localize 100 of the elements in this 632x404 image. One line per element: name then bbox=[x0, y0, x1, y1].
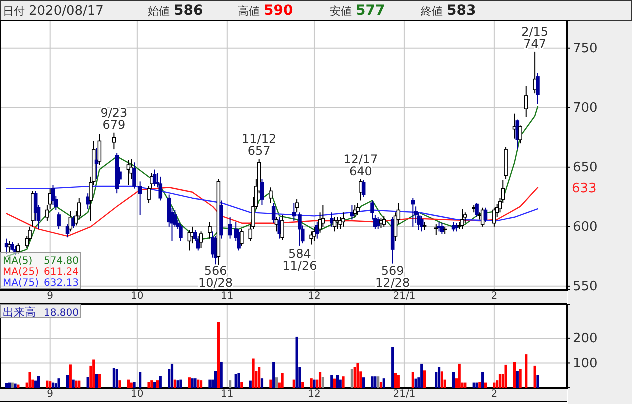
candlestick bbox=[260, 178, 264, 206]
annotation: 569 12/28 bbox=[376, 264, 410, 290]
y-tick-label: 600 bbox=[573, 220, 598, 236]
bar bbox=[275, 378, 278, 388]
candlestick bbox=[112, 132, 116, 150]
bar bbox=[133, 382, 136, 388]
bar bbox=[498, 374, 502, 388]
bar bbox=[188, 378, 191, 388]
bar bbox=[525, 354, 528, 388]
annotation: 632.13 bbox=[44, 278, 79, 289]
bar bbox=[452, 372, 456, 388]
x-tick-label: 21/1 bbox=[393, 291, 416, 302]
y-tick-label: 550 bbox=[573, 280, 598, 295]
chart-title: 出来高 bbox=[3, 306, 36, 319]
candlestick bbox=[138, 181, 142, 216]
bar bbox=[252, 358, 255, 388]
bar bbox=[318, 372, 322, 388]
annotation: 12/17 640 bbox=[344, 152, 378, 178]
bar bbox=[72, 380, 75, 388]
candlestick bbox=[330, 212, 334, 228]
bar bbox=[536, 375, 540, 388]
bar bbox=[98, 374, 101, 388]
bar bbox=[116, 369, 118, 388]
candlestick bbox=[460, 208, 464, 230]
x-tick-label: 11 bbox=[221, 291, 234, 302]
candlestick bbox=[298, 212, 302, 246]
bar bbox=[414, 378, 418, 388]
bar bbox=[17, 384, 20, 388]
chart-title: 日付 2020/08/17 bbox=[3, 4, 104, 19]
candlestick bbox=[158, 176, 163, 202]
bar bbox=[476, 382, 478, 388]
bar bbox=[458, 364, 461, 388]
bar bbox=[371, 376, 374, 388]
bar bbox=[156, 380, 160, 388]
bar bbox=[28, 372, 32, 388]
bar bbox=[333, 378, 336, 388]
bar bbox=[112, 368, 116, 388]
candlestick bbox=[57, 212, 61, 230]
line-series bbox=[6, 187, 539, 238]
bar bbox=[423, 370, 426, 388]
bar bbox=[339, 380, 342, 388]
bar bbox=[342, 376, 345, 388]
bar bbox=[281, 373, 284, 388]
bar bbox=[154, 382, 156, 388]
bar bbox=[472, 382, 476, 388]
bar bbox=[148, 382, 150, 388]
bar bbox=[519, 369, 522, 388]
bar bbox=[240, 382, 244, 388]
bar bbox=[504, 364, 508, 388]
bar bbox=[139, 372, 142, 388]
text: MA(75) bbox=[3, 278, 40, 289]
bar bbox=[258, 367, 261, 388]
candlestick bbox=[434, 224, 438, 236]
bar bbox=[170, 364, 174, 388]
text: 633 bbox=[572, 182, 597, 197]
bar bbox=[380, 382, 383, 388]
annotation: 2/15 747 bbox=[522, 24, 549, 51]
bar bbox=[392, 347, 394, 388]
candlestick bbox=[280, 214, 284, 241]
bar bbox=[238, 373, 240, 388]
bar bbox=[49, 382, 52, 388]
bar bbox=[191, 378, 194, 388]
text: 安値 577 bbox=[330, 3, 386, 19]
candlestick bbox=[269, 187, 273, 204]
text: 始値 586 bbox=[148, 3, 204, 19]
x-tick-label: 11 bbox=[221, 389, 234, 400]
candlestick bbox=[272, 202, 276, 224]
bar bbox=[14, 384, 17, 388]
bar bbox=[92, 360, 96, 388]
candlestick bbox=[356, 202, 360, 216]
bar bbox=[377, 376, 380, 388]
text: MA(25) bbox=[3, 267, 40, 278]
x-tick-label: 9 bbox=[47, 389, 54, 400]
x-tick-label: 2 bbox=[491, 291, 498, 302]
bar bbox=[150, 380, 154, 388]
bar bbox=[513, 362, 516, 388]
bar bbox=[330, 375, 334, 388]
annotation: 611.24 bbox=[44, 267, 79, 278]
x-tick-label: 10 bbox=[131, 389, 144, 400]
bar bbox=[296, 336, 298, 388]
bar bbox=[397, 375, 400, 388]
bar bbox=[362, 378, 366, 388]
bar bbox=[516, 371, 519, 388]
bar bbox=[534, 366, 536, 388]
candlestick bbox=[420, 216, 424, 232]
bar bbox=[270, 380, 272, 388]
bar bbox=[260, 378, 264, 388]
bar bbox=[322, 377, 324, 388]
bar bbox=[478, 382, 482, 388]
bar bbox=[214, 371, 218, 388]
bar bbox=[374, 376, 377, 388]
bar bbox=[58, 378, 60, 388]
x-tick-label: 12 bbox=[308, 291, 321, 302]
candlestick bbox=[492, 207, 496, 228]
candlestick bbox=[332, 216, 337, 232]
bar bbox=[86, 377, 90, 388]
bar bbox=[34, 380, 38, 388]
annotation: 574.80 bbox=[44, 256, 79, 267]
candlestick bbox=[342, 212, 346, 228]
candlestick bbox=[152, 169, 157, 187]
